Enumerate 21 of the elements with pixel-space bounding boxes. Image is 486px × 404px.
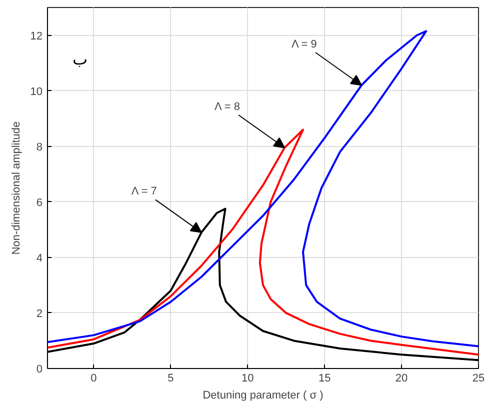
y-tick-label: 10 bbox=[30, 86, 43, 98]
annotation: Λ = 8 bbox=[214, 101, 240, 114]
x-tick-label: 15 bbox=[318, 372, 331, 384]
annotation: ب bbox=[72, 52, 88, 68]
y-tick-label: 0 bbox=[36, 364, 43, 376]
x-tick-label: 25 bbox=[472, 372, 485, 384]
line-series bbox=[48, 30, 478, 348]
y-tick-label: 12 bbox=[30, 30, 43, 42]
x-tick-label: 5 bbox=[168, 372, 174, 384]
x-tick-label: 10 bbox=[241, 372, 254, 384]
x-tick-label: 20 bbox=[395, 372, 408, 384]
y-tick-label: 8 bbox=[36, 141, 43, 154]
line-series bbox=[48, 128, 478, 356]
y-tick-label: 2 bbox=[36, 308, 43, 320]
y-tick-label: 4 bbox=[36, 252, 43, 264]
x-tick-label: 0 bbox=[90, 372, 97, 384]
x-axis-title: Detuning parameter ( σ ) bbox=[202, 390, 324, 402]
y-tick-label: 6 bbox=[36, 196, 43, 209]
y-axis-title: Non-dimensional amplitude bbox=[10, 121, 22, 255]
annotation: Λ = 7 bbox=[131, 186, 157, 198]
annotation: Λ = 9 bbox=[292, 38, 317, 51]
